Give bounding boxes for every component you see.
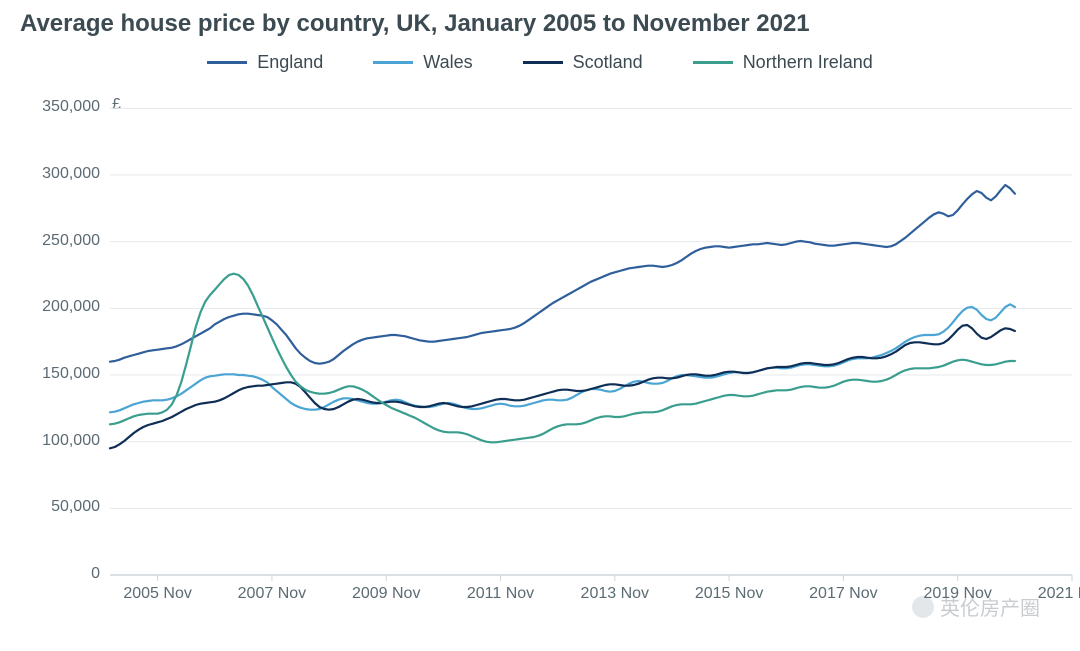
x-tick-label: 2017 Nov	[809, 585, 878, 603]
x-tick-label: 2007 Nov	[238, 585, 307, 603]
line-chart	[0, 0, 1080, 651]
y-tick-label: 250,000	[20, 232, 100, 250]
y-tick-label: 150,000	[20, 365, 100, 383]
series-line	[110, 185, 1015, 364]
x-tick-label: 2021 Nov	[1038, 585, 1080, 603]
y-tick-label: 350,000	[20, 98, 100, 116]
x-tick-label: 2019 Nov	[923, 585, 992, 603]
series-line	[110, 325, 1015, 448]
x-tick-label: 2011 Nov	[467, 585, 534, 603]
y-tick-label: 0	[20, 565, 100, 583]
x-tick-label: 2015 Nov	[695, 585, 764, 603]
y-tick-label: 200,000	[20, 298, 100, 316]
x-tick-label: 2009 Nov	[352, 585, 421, 603]
x-tick-label: 2005 Nov	[123, 585, 192, 603]
y-tick-label: 300,000	[20, 165, 100, 183]
y-tick-label: 50,000	[20, 498, 100, 516]
y-tick-label: 100,000	[20, 432, 100, 450]
x-tick-label: 2013 Nov	[581, 585, 650, 603]
